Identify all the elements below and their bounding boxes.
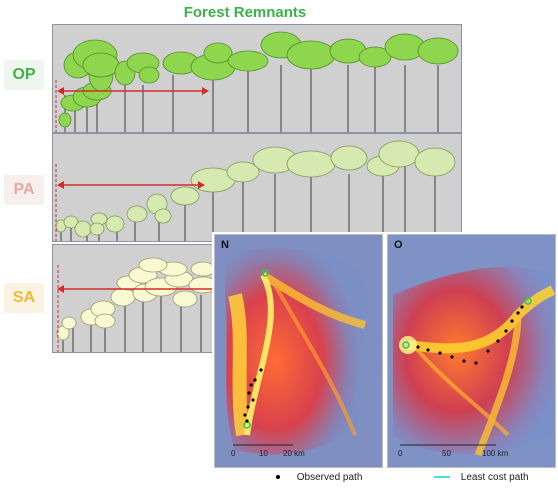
row-label-pa: PA — [4, 175, 44, 205]
observed-points-o — [416, 305, 524, 365]
sa-forest-illustration — [56, 257, 218, 352]
map-n-scale-1: 10 — [259, 449, 268, 458]
map-n: N 0 10 20 km — [214, 234, 383, 468]
observed-path-marker — [276, 475, 280, 480]
pa-range-arrow — [57, 181, 205, 189]
sa-range-arrow — [57, 285, 213, 293]
op-range-arrow — [57, 87, 209, 95]
map-o-scale-2: 100 km — [482, 449, 509, 458]
diagram-title: Forest Remnants — [183, 4, 307, 21]
map-legend: Observed path — [276, 472, 362, 483]
panel-op — [52, 24, 462, 133]
map-n-scale-2: 20 km — [283, 449, 305, 458]
heatmap-o — [388, 235, 555, 467]
legend-least-cost-label: Least cost path — [460, 472, 529, 483]
pa-forest-illustration — [55, 140, 456, 241]
row-label-op: OP — [4, 60, 44, 90]
map-o-scale-0: 0 — [398, 449, 403, 458]
op-forest-illustration — [55, 31, 459, 132]
pa-canopies — [55, 140, 456, 238]
row-label-sa: SA — [4, 283, 44, 313]
map-o-scale-1: 50 — [442, 449, 451, 458]
map-legend-lcp: Least cost path — [434, 472, 529, 483]
map-o: O 0 50 100 km — [387, 234, 556, 468]
observed-points-n — [243, 368, 263, 423]
map-n-scale-0: 0 — [231, 449, 236, 458]
heatmap-n — [215, 235, 382, 467]
legend-observed-label: Observed path — [296, 472, 363, 483]
map-figure: N 0 10 20 km — [212, 232, 558, 488]
map-n-tag: N — [221, 239, 229, 251]
map-o-tag: O — [394, 239, 403, 251]
panel-pa — [52, 133, 462, 242]
op-canopies — [58, 31, 459, 128]
least-cost-path-marker — [434, 476, 450, 479]
sa-canopies — [56, 257, 218, 341]
